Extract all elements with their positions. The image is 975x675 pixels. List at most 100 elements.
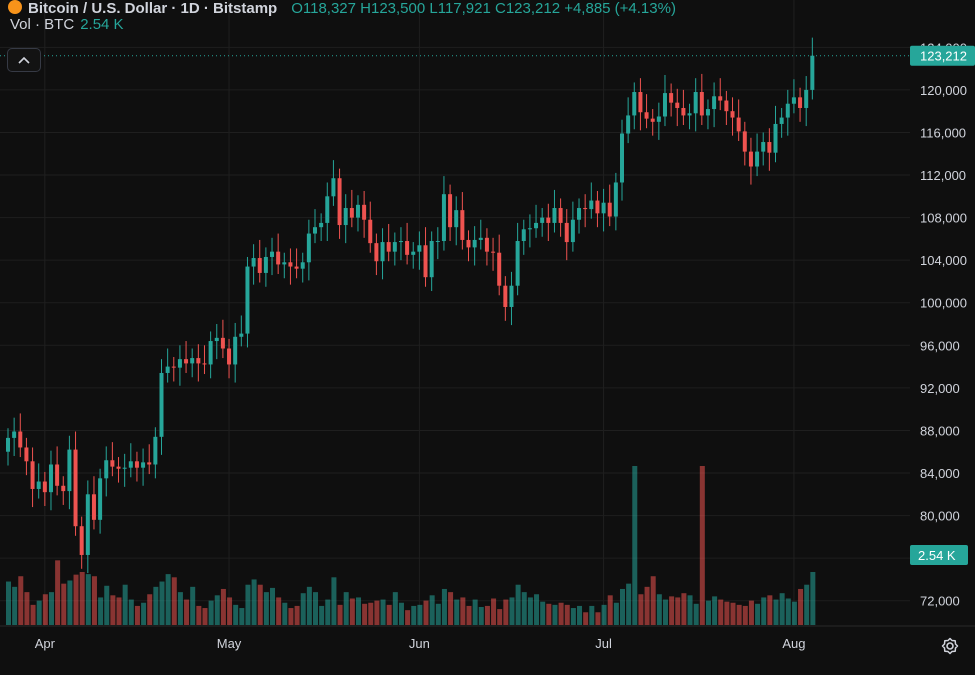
ohlc-values: O118,327 H123,500 L117,921 C123,212 +4,8…	[291, 0, 676, 17]
volume-bar	[368, 602, 374, 625]
candle-body	[564, 222, 569, 243]
volume-bar	[325, 599, 331, 625]
volume-bar	[405, 610, 411, 625]
candle-body	[61, 485, 66, 492]
volume-bar	[564, 604, 570, 625]
candle-body	[325, 196, 330, 223]
volume-bar	[196, 605, 202, 625]
axis-tags: 123,212 2.54 K	[0, 45, 975, 565]
candle-body	[577, 208, 582, 220]
volume-bar	[767, 595, 773, 625]
time-axis[interactable]: Apr May Jun Jul Aug	[35, 636, 806, 651]
volume-bar	[208, 600, 214, 625]
candle-body	[380, 242, 385, 262]
candle-body	[712, 96, 717, 110]
volume-bar	[577, 605, 583, 625]
candle-body	[55, 464, 60, 486]
symbol-title[interactable]: Bitcoin / U.S. Dollar · 1D · Bitstamp	[28, 0, 278, 17]
volume-bar	[540, 601, 546, 625]
volume-bar	[386, 604, 392, 625]
candle-body	[208, 341, 213, 365]
volume-bar	[300, 593, 306, 625]
volume-bar	[343, 592, 349, 625]
candle-body	[42, 481, 47, 493]
candle-body	[48, 464, 53, 493]
volume-bar	[435, 603, 441, 625]
volume-bar	[669, 596, 675, 625]
volume-bar	[454, 599, 460, 625]
price-tick-label: 96,000	[920, 338, 960, 353]
candle-body	[705, 109, 710, 116]
candle-body	[251, 258, 256, 267]
candle-body	[386, 242, 391, 252]
volume-bar	[712, 596, 718, 625]
candle-body	[484, 237, 489, 252]
candle-body	[773, 123, 778, 153]
volume-bar	[484, 605, 490, 625]
volume-bar	[546, 603, 552, 625]
volume-bar	[30, 604, 36, 625]
candle-body	[337, 178, 342, 226]
candle-body	[214, 337, 219, 342]
volume-bar	[558, 602, 564, 625]
volume-bar	[282, 602, 288, 625]
time-tick-label: Jul	[595, 636, 612, 651]
candle-body	[589, 200, 594, 210]
candle-body	[491, 251, 496, 253]
volume-bar	[595, 612, 601, 625]
candle-body	[699, 92, 704, 116]
candle-body	[478, 237, 483, 240]
volume-bar	[589, 605, 595, 625]
volume-bar	[362, 603, 368, 625]
volume-bar	[337, 604, 343, 625]
volume-bar	[398, 602, 404, 625]
candle-body	[374, 243, 379, 262]
time-tick-label: May	[217, 636, 242, 651]
volume-bar	[460, 597, 466, 625]
candle-body	[128, 461, 133, 468]
volume-bar	[177, 592, 183, 625]
price-tick-label: 88,000	[920, 423, 960, 438]
candle-body	[116, 466, 121, 469]
volume-bar	[552, 604, 558, 625]
candle-body	[724, 100, 729, 112]
volume-bar	[380, 599, 386, 625]
volume-bar	[220, 588, 226, 625]
candle-body	[18, 431, 23, 448]
volume-bar	[804, 584, 810, 625]
price-tick-label: 116,000	[920, 125, 966, 140]
price-tick-label: 100,000	[920, 296, 967, 311]
price-tick-label: 80,000	[920, 509, 960, 524]
volume-bar	[607, 595, 613, 625]
collapse-legend-button[interactable]	[7, 48, 41, 72]
candle-body	[411, 251, 416, 255]
price-axis[interactable]: 72,00076,00080,00084,00088,00092,00096,0…	[920, 40, 967, 608]
volume-bar	[601, 604, 607, 625]
candle-body	[159, 372, 164, 437]
time-tick-label: Apr	[35, 636, 56, 651]
volume-bar	[319, 605, 325, 625]
volume-bar	[613, 602, 619, 625]
volume-bar	[159, 581, 165, 625]
volume-bar	[306, 586, 312, 625]
volume-legend-label[interactable]: Vol · BTC	[10, 16, 75, 33]
candle-body	[662, 93, 667, 117]
volume-bar	[773, 599, 779, 625]
candle-body	[693, 92, 698, 114]
candle-body	[460, 210, 465, 240]
volume-bar	[24, 592, 30, 625]
candle-body	[755, 151, 760, 167]
candle-body	[497, 252, 502, 286]
volume-bar	[503, 599, 509, 625]
volume-bar	[798, 588, 804, 625]
candle-body	[527, 228, 532, 230]
chart-settings-button[interactable]	[938, 634, 962, 658]
symbol-header: Bitcoin / U.S. Dollar · 1D · Bitstamp O11…	[8, 0, 888, 18]
volume-bar	[288, 608, 294, 625]
volume-bar	[675, 597, 681, 625]
candle-body	[417, 245, 422, 252]
volume-bar	[478, 606, 484, 625]
candle-body	[632, 92, 637, 116]
